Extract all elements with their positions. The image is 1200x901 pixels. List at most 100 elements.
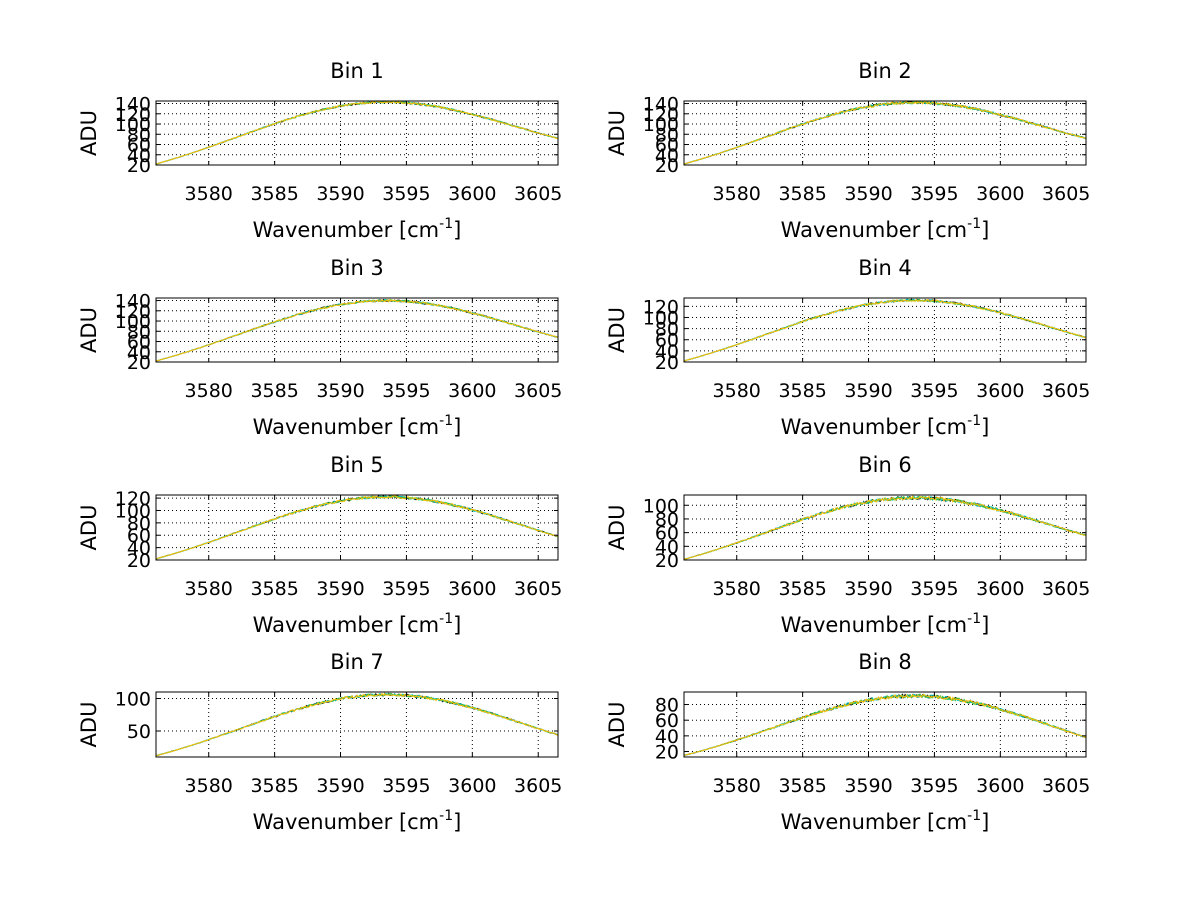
y-tick-label: 80 bbox=[655, 695, 679, 717]
y-axis-label: ADU bbox=[77, 110, 101, 156]
x-axis-label: Wavenumber [cm-1] bbox=[781, 216, 990, 242]
x-axis-label-exponent: -1 bbox=[439, 216, 453, 232]
y-axis-label: ADU bbox=[605, 702, 629, 748]
y-tick-label: 20 bbox=[127, 352, 151, 374]
x-tick-label: 3595 bbox=[382, 775, 430, 797]
y-tick-label: 20 bbox=[127, 155, 151, 177]
x-tick-label: 3585 bbox=[250, 775, 298, 797]
subplot-bin-1: Bin 1 3580 3585 3590 3595 3600 3605 20406080100… bbox=[77, 59, 562, 242]
x-axis-label-close: ] bbox=[981, 415, 989, 439]
subplot-bin-3: Bin 3 3580 3585 3590 3595 3600 3605 20406080100… bbox=[77, 256, 562, 439]
x-tick-label: 3600 bbox=[448, 775, 496, 797]
x-tick-label: 3595 bbox=[382, 578, 430, 600]
x-tick-label: 3600 bbox=[976, 775, 1024, 797]
x-axis-label-close: ] bbox=[981, 810, 989, 834]
x-tick-label: 3590 bbox=[844, 183, 892, 205]
x-tick-label: 3580 bbox=[713, 183, 761, 205]
y-tick-label: 80 bbox=[127, 321, 151, 343]
y-tick-label: 140 bbox=[115, 291, 151, 313]
y-tick-label: 40 bbox=[127, 538, 151, 560]
subplot-bin-6: Bin 6 3580 3585 3590 3595 3600 3605 20406080100… bbox=[605, 453, 1090, 637]
y-tick-label: 100 bbox=[643, 307, 679, 329]
x-tick-label: 3605 bbox=[1042, 775, 1090, 797]
x-tick-label: 3605 bbox=[1042, 380, 1090, 402]
x-tick-label: 3590 bbox=[316, 578, 364, 600]
subplot-title: Bin 5 bbox=[330, 453, 384, 477]
series-line-3 bbox=[683, 298, 1087, 362]
y-tick-label: 100 bbox=[643, 114, 679, 136]
y-axis-label: ADU bbox=[77, 505, 101, 551]
x-tick-label: 3585 bbox=[778, 183, 826, 205]
x-tick-label: 3590 bbox=[844, 380, 892, 402]
x-axis-label: Wavenumber [cm-1] bbox=[781, 611, 990, 637]
y-tick-label: 120 bbox=[115, 104, 151, 126]
y-tick-label: 100 bbox=[115, 689, 151, 711]
y-tick-label: 140 bbox=[643, 94, 679, 116]
x-tick-label: 3580 bbox=[713, 578, 761, 600]
x-tick-label: 3600 bbox=[448, 183, 496, 205]
x-axis-label: Wavenumber [cm-1] bbox=[781, 413, 990, 439]
subplot-bin-5: Bin 5 3580 3585 3590 3595 3600 3605 20406080100… bbox=[77, 453, 562, 637]
axes-box bbox=[155, 691, 559, 758]
x-tick-label: 3600 bbox=[448, 380, 496, 402]
series-line-3 bbox=[155, 495, 559, 560]
series-line-3 bbox=[683, 693, 1087, 756]
y-tick-label: 100 bbox=[115, 500, 151, 522]
x-axis-label: Wavenumber [cm-1] bbox=[253, 413, 462, 439]
y-tick-label: 120 bbox=[115, 301, 151, 323]
y-tick-label: 60 bbox=[655, 710, 679, 732]
y-tick-label: 60 bbox=[127, 135, 151, 157]
subplot-title: Bin 7 bbox=[330, 650, 384, 674]
subplot-title: Bin 4 bbox=[858, 256, 912, 280]
series-line-2 bbox=[155, 692, 559, 756]
series-line-1 bbox=[155, 494, 559, 560]
x-tick-label: 3595 bbox=[382, 380, 430, 402]
x-tick-label: 3580 bbox=[185, 380, 233, 402]
y-axis-label: ADU bbox=[77, 702, 101, 748]
axes-box bbox=[683, 494, 1087, 561]
series-line-1 bbox=[155, 692, 559, 756]
y-tick-label: 50 bbox=[127, 721, 151, 743]
series-line-4 bbox=[155, 692, 559, 757]
x-tick-label: 3605 bbox=[514, 775, 562, 797]
x-axis-label-text: Wavenumber [cm bbox=[781, 218, 967, 242]
series-line-1 bbox=[683, 693, 1087, 756]
axes-box bbox=[683, 297, 1087, 363]
subplot-bin-4: Bin 4 3580 3585 3590 3595 3600 3605 20406080100… bbox=[605, 256, 1090, 439]
x-tick-label: 3600 bbox=[976, 183, 1024, 205]
x-tick-label: 3595 bbox=[910, 775, 958, 797]
x-axis-label-exponent: -1 bbox=[439, 808, 453, 824]
y-tick-label: 100 bbox=[115, 311, 151, 333]
x-tick-label: 3605 bbox=[514, 578, 562, 600]
series-line-3 bbox=[156, 692, 559, 756]
x-tick-label: 3600 bbox=[976, 380, 1024, 402]
x-tick-label: 3580 bbox=[185, 183, 233, 205]
x-axis-label: Wavenumber [cm-1] bbox=[253, 216, 462, 242]
x-tick-label: 3585 bbox=[778, 775, 826, 797]
x-axis-label-text: Wavenumber [cm bbox=[253, 218, 439, 242]
x-tick-label: 3600 bbox=[976, 578, 1024, 600]
x-axis-label-exponent: -1 bbox=[967, 216, 981, 232]
x-tick-label: 3585 bbox=[778, 578, 826, 600]
axes-box bbox=[155, 297, 559, 363]
x-tick-label: 3600 bbox=[448, 578, 496, 600]
x-axis-label: Wavenumber [cm-1] bbox=[253, 808, 462, 834]
y-axis-label: ADU bbox=[77, 307, 101, 353]
x-tick-label: 3580 bbox=[185, 578, 233, 600]
series-line-2 bbox=[683, 693, 1087, 756]
y-tick-label: 40 bbox=[655, 341, 679, 363]
series-line-4 bbox=[683, 494, 1087, 560]
x-tick-label: 3590 bbox=[316, 380, 364, 402]
x-tick-label: 3580 bbox=[185, 775, 233, 797]
y-tick-label: 20 bbox=[655, 352, 679, 374]
series-line-4 bbox=[683, 298, 1087, 362]
subplot-bin-7: Bin 7 3580 3585 3590 3595 3600 3605 50 100 ADU Wav… bbox=[77, 650, 562, 834]
y-axis-label: ADU bbox=[605, 505, 629, 551]
x-axis-label-close: ] bbox=[453, 810, 461, 834]
axes-box bbox=[683, 691, 1087, 758]
x-tick-label: 3605 bbox=[1042, 183, 1090, 205]
y-axis-label: ADU bbox=[605, 307, 629, 353]
